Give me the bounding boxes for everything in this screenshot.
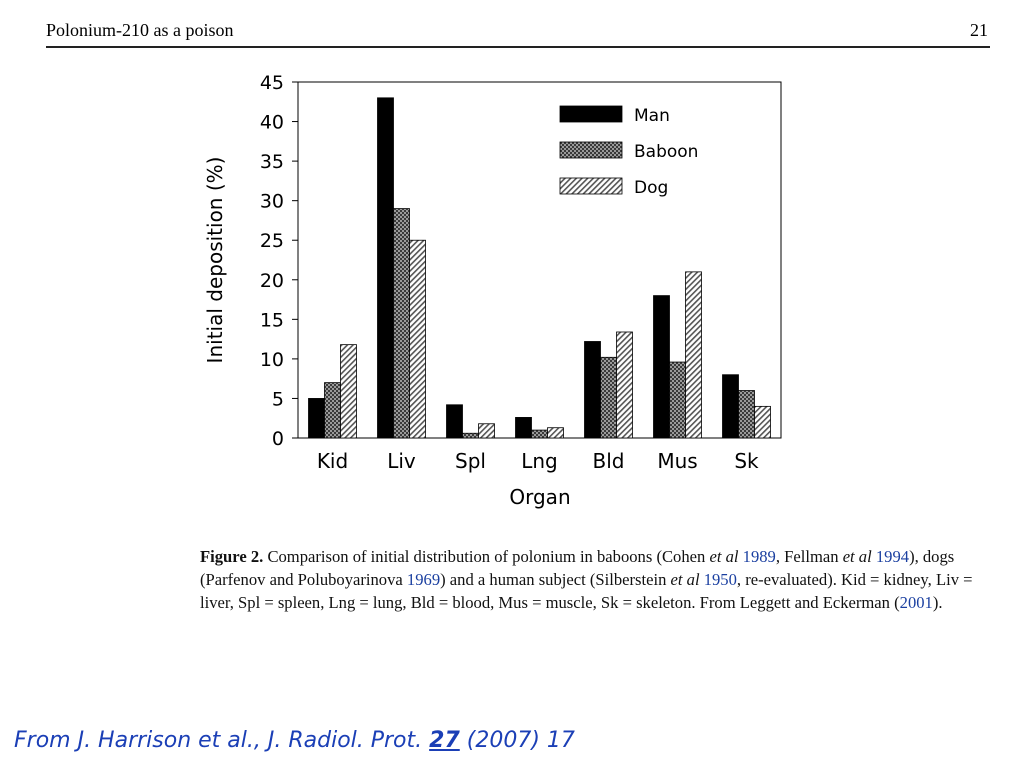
caption-year-3[interactable]: 1969	[406, 570, 441, 589]
caption-year-2[interactable]: 1994	[871, 547, 910, 566]
bar-dog-kid	[340, 344, 357, 439]
caption-text-6: ).	[932, 593, 943, 612]
y-tick-label: 15	[260, 309, 284, 331]
y-tick-label: 20	[260, 270, 284, 292]
y-tick-label: 25	[260, 230, 284, 252]
caption-text-3: ), dogs (Parfenov and Poluboyarinova	[200, 547, 955, 589]
x-tick-label: Sk	[734, 449, 759, 473]
x-tick-label: Kid	[317, 449, 348, 473]
y-tick-label: 35	[260, 151, 284, 173]
bar-baboon-liv	[393, 208, 410, 439]
caption-text-4: ) and a human subject (Silberstein	[440, 570, 671, 589]
bar-man-kid	[308, 398, 325, 439]
legend-swatch-man	[559, 105, 623, 123]
y-axis: 0 5 10 15 20 25 30 35 40 45	[260, 72, 298, 450]
bar-baboon-mus	[669, 361, 686, 439]
y-tick-label: 5	[272, 388, 284, 410]
bar-baboon-bld	[600, 356, 617, 439]
x-tick-label: Bld	[593, 449, 625, 473]
bar-dog-bld	[616, 331, 633, 439]
bar-dog-mus	[685, 271, 702, 439]
plot-area-frame	[297, 81, 782, 439]
bar-dog-spl	[478, 423, 495, 439]
bar-man-lng	[515, 417, 532, 439]
y-axis-label: Initial deposition (%)	[203, 157, 227, 364]
page-header: Polonium-210 as a poison 21	[46, 18, 990, 48]
caption-label: Figure 2.	[200, 547, 264, 566]
x-tick-label: Liv	[387, 449, 416, 473]
bar-man-bld	[584, 341, 601, 439]
citation-footer: From J. Harrison et al., J. Radiol. Prot…	[14, 728, 575, 753]
caption-etal-1: et al	[709, 547, 739, 566]
y-tick-label: 10	[260, 349, 284, 371]
bar-baboon-kid	[324, 382, 341, 439]
legend-label-man: Man	[634, 106, 670, 126]
bar-baboon-spl	[462, 432, 479, 439]
bar-man-liv	[377, 97, 394, 439]
y-tick-label: 40	[260, 112, 284, 134]
caption-etal-2: et al	[842, 547, 872, 566]
bar-dog-sk	[754, 405, 771, 439]
caption-text-2: , Fellman	[775, 547, 843, 566]
caption-text-5: , re-evaluated). Kid = kidney, Liv = liv…	[200, 570, 973, 612]
figure-caption: Figure 2. Comparison of initial distribu…	[200, 545, 992, 614]
y-tick-label: 45	[260, 72, 284, 94]
y-tick-label: 0	[272, 428, 284, 450]
bar-man-mus	[653, 295, 670, 439]
x-tick-label: Lng	[521, 449, 558, 473]
x-tick-label: Spl	[455, 449, 486, 473]
x-axis-label: Organ	[509, 485, 570, 509]
caption-year-1[interactable]: 1989	[738, 547, 776, 566]
caption-year-5[interactable]: 2001	[899, 593, 933, 612]
page-number: 21	[970, 20, 988, 40]
bars-group	[308, 97, 771, 439]
footer-suffix: (2007) 17	[459, 728, 575, 753]
bar-baboon-lng	[531, 429, 548, 439]
caption-year-4[interactable]: 1950	[699, 570, 737, 589]
footer-volume-link[interactable]: 27	[429, 728, 460, 753]
y-tick-label: 30	[260, 191, 284, 213]
caption-etal-3: et al	[670, 570, 700, 589]
legend-swatch-dog	[559, 177, 623, 195]
bar-man-spl	[446, 404, 463, 439]
x-tick-label: Mus	[657, 449, 697, 473]
legend-label-baboon: Baboon	[634, 142, 698, 162]
bar-dog-liv	[409, 239, 426, 439]
caption-text-1: Comparison of initial distribution of po…	[263, 547, 710, 566]
bar-man-sk	[722, 374, 739, 439]
footer-prefix: From J. Harrison et al., J. Radiol. Prot…	[14, 728, 430, 753]
x-axis: Kid Liv Spl Lng Bld Mus Sk	[317, 449, 759, 473]
bar-baboon-sk	[738, 390, 755, 439]
chart-legend: Man Baboon Dog	[559, 105, 698, 198]
bar-dog-lng	[547, 427, 564, 439]
legend-swatch-baboon	[559, 141, 623, 159]
legend-label-dog: Dog	[634, 178, 668, 198]
header-title: Polonium-210 as a poison	[46, 20, 234, 40]
